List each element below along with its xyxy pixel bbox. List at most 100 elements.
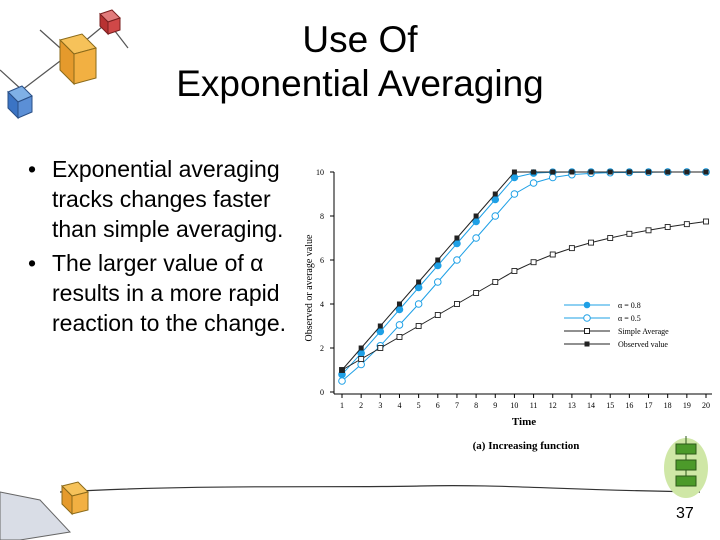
data-point <box>416 279 422 285</box>
data-point <box>568 245 575 252</box>
x-tick-label: 6 <box>436 401 440 410</box>
data-point <box>529 179 538 187</box>
data-point <box>395 321 404 329</box>
footer-divider <box>59 485 701 493</box>
series-line-3 <box>341 221 707 371</box>
data-point <box>703 218 709 225</box>
data-point <box>433 278 442 286</box>
data-point <box>435 257 441 263</box>
y-tick-label: 8 <box>320 212 324 221</box>
data-point <box>607 235 614 241</box>
series-line-4 <box>341 171 706 371</box>
data-point <box>396 301 402 307</box>
data-point <box>588 239 595 246</box>
x-tick-label: 20 <box>702 401 710 410</box>
stacked-blocks-clipart <box>664 436 708 498</box>
data-point <box>607 169 613 175</box>
y-tick-label: 2 <box>320 344 324 353</box>
x-tick-label: 10 <box>510 401 518 410</box>
data-point <box>357 360 365 369</box>
data-point <box>626 230 633 237</box>
data-point <box>338 377 346 385</box>
x-tick-label: 1 <box>340 401 344 410</box>
data-point <box>492 191 498 197</box>
data-point <box>664 224 671 230</box>
data-point <box>414 300 423 308</box>
legend-marker <box>584 341 590 347</box>
legend-marker <box>584 328 590 334</box>
data-point <box>453 256 461 264</box>
data-point <box>339 367 345 373</box>
data-point <box>683 221 690 228</box>
x-tick-label: 5 <box>417 401 421 410</box>
data-point <box>511 169 517 175</box>
legend-marker <box>583 314 591 322</box>
slide-title: Use Of Exponential Averaging <box>100 18 620 106</box>
y-tick-label: 0 <box>320 388 324 397</box>
legend-label: Simple Average <box>618 327 669 336</box>
data-point <box>377 345 384 351</box>
data-point <box>511 268 518 274</box>
x-tick-label: 16 <box>625 401 633 410</box>
title-line-2: Exponential Averaging <box>176 63 544 104</box>
x-tick-label: 4 <box>397 401 401 410</box>
legend-label: α = 0.5 <box>618 314 641 323</box>
data-point <box>530 259 537 266</box>
data-point <box>415 323 422 329</box>
cube-network-clipart <box>0 9 129 120</box>
data-point <box>510 190 519 198</box>
data-point <box>453 301 460 307</box>
x-tick-label: 7 <box>455 401 459 410</box>
data-point <box>665 169 671 175</box>
bullet-text: The larger value of α results in a more … <box>52 250 286 336</box>
data-point <box>396 334 403 340</box>
data-point <box>569 169 575 175</box>
bullet-text: Exponential averaging tracks changes fas… <box>52 156 284 242</box>
series-line-2 <box>341 171 706 382</box>
x-tick-label: 15 <box>606 401 614 410</box>
exponential-averaging-chart: Observed or average value Time (a) Incre… <box>304 168 712 452</box>
data-point <box>645 227 652 234</box>
title-line-1: Use Of <box>302 19 418 60</box>
chart-caption: (a) Increasing function <box>473 440 580 452</box>
x-tick-label: 9 <box>493 401 497 410</box>
data-point <box>492 279 499 285</box>
x-tick-label: 17 <box>645 401 653 410</box>
x-tick-label: 8 <box>474 401 478 410</box>
x-tick-label: 13 <box>568 401 576 410</box>
data-point <box>549 251 556 258</box>
data-point <box>358 345 364 351</box>
data-point <box>531 169 537 175</box>
x-tick-label: 19 <box>683 401 691 410</box>
legend-label: Observed value <box>618 340 668 349</box>
x-tick-label: 3 <box>378 401 382 410</box>
y-tick-label: 4 <box>320 300 324 309</box>
x-axis-label: Time <box>512 416 536 428</box>
data-point <box>626 169 632 175</box>
data-point <box>588 169 594 175</box>
data-point <box>548 173 557 182</box>
x-tick-label: 11 <box>530 401 538 410</box>
bullet-marker: • <box>28 250 37 276</box>
data-point <box>703 169 709 175</box>
hand-cube-clipart <box>0 481 89 540</box>
data-point <box>684 169 690 175</box>
x-tick-label: 12 <box>549 401 557 410</box>
y-axis-label: Observed or average value <box>304 234 315 341</box>
data-point <box>473 290 480 296</box>
data-point <box>358 356 365 362</box>
y-tick-label: 10 <box>316 168 324 177</box>
x-tick-label: 14 <box>587 401 595 410</box>
data-point <box>491 212 500 220</box>
data-point <box>377 323 383 329</box>
y-tick-label: 6 <box>320 256 324 265</box>
x-tick-label: 2 <box>359 401 363 410</box>
data-point <box>434 312 441 318</box>
bullet-list: • Exponential averaging tracks changes f… <box>28 154 318 342</box>
bullet-marker: • <box>28 156 37 182</box>
legend-label: α = 0.8 <box>618 301 641 310</box>
data-point <box>454 235 460 241</box>
data-point <box>472 234 480 242</box>
slide-number: 37 <box>676 505 694 522</box>
x-tick-label: 18 <box>664 401 672 410</box>
